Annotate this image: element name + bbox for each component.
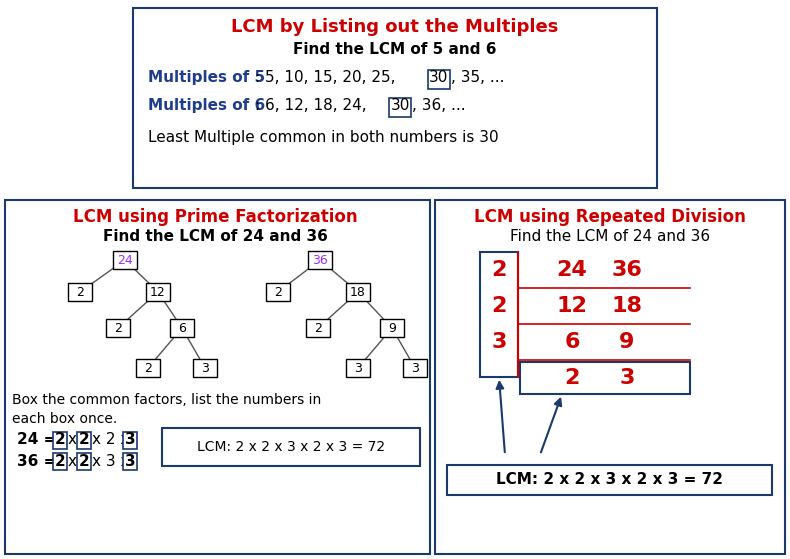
Text: LCM: 2 x 2 x 3 x 2 x 3 = 72: LCM: 2 x 2 x 3 x 2 x 3 = 72: [197, 440, 385, 454]
Text: 24: 24: [117, 253, 133, 267]
Text: , 36, ...: , 36, ...: [412, 98, 465, 113]
FancyBboxPatch shape: [146, 283, 170, 301]
Text: 12: 12: [150, 286, 166, 299]
Text: Find the LCM of 5 and 6: Find the LCM of 5 and 6: [293, 42, 497, 57]
FancyBboxPatch shape: [306, 319, 330, 337]
FancyBboxPatch shape: [403, 359, 427, 377]
Text: 18: 18: [350, 286, 366, 299]
Text: 30: 30: [429, 70, 449, 85]
Text: Least Multiple common in both numbers is 30: Least Multiple common in both numbers is…: [148, 130, 498, 145]
FancyBboxPatch shape: [53, 452, 67, 470]
Text: LCM by Listing out the Multiples: LCM by Listing out the Multiples: [231, 18, 559, 36]
Text: 6: 6: [178, 321, 186, 334]
FancyBboxPatch shape: [53, 432, 67, 448]
FancyBboxPatch shape: [123, 432, 137, 448]
Text: 2: 2: [564, 368, 580, 388]
FancyBboxPatch shape: [133, 8, 657, 188]
FancyBboxPatch shape: [106, 319, 130, 337]
FancyBboxPatch shape: [308, 251, 332, 269]
Text: Box the common factors, list the numbers in: Box the common factors, list the numbers…: [12, 393, 322, 407]
Text: 3: 3: [354, 362, 362, 375]
FancyBboxPatch shape: [193, 359, 217, 377]
FancyBboxPatch shape: [136, 359, 160, 377]
Text: 3: 3: [411, 362, 419, 375]
Text: 2: 2: [76, 286, 84, 299]
Text: 24 =: 24 =: [17, 433, 62, 448]
FancyBboxPatch shape: [520, 362, 690, 394]
Text: 3: 3: [491, 332, 506, 352]
FancyBboxPatch shape: [68, 283, 92, 301]
Text: 3: 3: [201, 362, 209, 375]
Text: , 35, ...: , 35, ...: [451, 70, 505, 85]
FancyBboxPatch shape: [170, 319, 194, 337]
FancyBboxPatch shape: [266, 283, 290, 301]
Text: Find the LCM of 24 and 36: Find the LCM of 24 and 36: [103, 229, 327, 244]
Text: 2: 2: [79, 433, 89, 448]
Text: 3: 3: [125, 453, 135, 468]
Text: 18: 18: [611, 296, 642, 316]
Text: each box once.: each box once.: [12, 412, 117, 426]
Text: 30: 30: [390, 98, 410, 113]
Text: Multiples of 5: Multiples of 5: [148, 70, 265, 85]
Text: 3: 3: [125, 433, 135, 448]
FancyBboxPatch shape: [113, 251, 137, 269]
FancyBboxPatch shape: [447, 465, 772, 495]
Text: x: x: [68, 433, 77, 448]
Text: 9: 9: [619, 332, 634, 352]
FancyBboxPatch shape: [77, 432, 91, 448]
Text: x: x: [68, 453, 77, 468]
Text: Find the LCM of 24 and 36: Find the LCM of 24 and 36: [510, 229, 710, 244]
Text: 24: 24: [557, 260, 588, 280]
FancyBboxPatch shape: [346, 283, 370, 301]
FancyBboxPatch shape: [346, 359, 370, 377]
FancyBboxPatch shape: [480, 252, 518, 377]
Text: 2: 2: [55, 453, 66, 468]
Text: 2: 2: [274, 286, 282, 299]
Text: x 3 x: x 3 x: [92, 453, 130, 468]
Text: 12: 12: [557, 296, 588, 316]
FancyBboxPatch shape: [77, 452, 91, 470]
Text: 2: 2: [55, 433, 66, 448]
Text: LCM using Prime Factorization: LCM using Prime Factorization: [73, 208, 357, 226]
FancyBboxPatch shape: [162, 428, 420, 466]
FancyBboxPatch shape: [435, 200, 785, 554]
Text: 2: 2: [114, 321, 122, 334]
Text: Multiples of 6: Multiples of 6: [148, 98, 265, 113]
Text: 2: 2: [491, 296, 506, 316]
FancyBboxPatch shape: [389, 98, 411, 117]
Text: LCM using Repeated Division: LCM using Repeated Division: [474, 208, 746, 226]
Text: 9: 9: [388, 321, 396, 334]
FancyBboxPatch shape: [123, 452, 137, 470]
Text: 36: 36: [312, 253, 328, 267]
Text: LCM: 2 x 2 x 3 x 2 x 3 = 72: LCM: 2 x 2 x 3 x 2 x 3 = 72: [496, 472, 724, 487]
FancyBboxPatch shape: [380, 319, 404, 337]
Text: 2: 2: [144, 362, 152, 375]
Text: x 2 x: x 2 x: [92, 433, 130, 448]
Text: 6: 6: [564, 332, 580, 352]
Text: : 5, 10, 15, 20, 25,: : 5, 10, 15, 20, 25,: [255, 70, 401, 85]
Text: 36 =: 36 =: [17, 453, 62, 468]
Text: 36: 36: [611, 260, 642, 280]
FancyBboxPatch shape: [428, 70, 450, 89]
Text: 3: 3: [619, 368, 634, 388]
Text: 2: 2: [79, 453, 89, 468]
Text: 2: 2: [491, 260, 506, 280]
Text: 2: 2: [314, 321, 322, 334]
FancyBboxPatch shape: [5, 200, 430, 554]
Text: : 6, 12, 18, 24,: : 6, 12, 18, 24,: [255, 98, 371, 113]
